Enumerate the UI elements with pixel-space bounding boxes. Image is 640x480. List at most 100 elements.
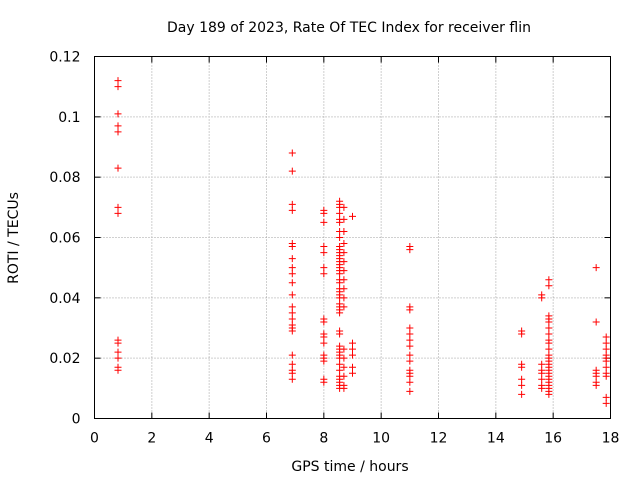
data-point bbox=[114, 348, 122, 356]
data-point bbox=[518, 390, 526, 398]
data-point bbox=[340, 372, 348, 380]
y-axis-label: ROTI / TECUs bbox=[6, 192, 22, 284]
data-point bbox=[340, 354, 348, 362]
data-point bbox=[545, 330, 553, 338]
data-point bbox=[349, 339, 356, 347]
data-point bbox=[336, 270, 344, 278]
data-point bbox=[406, 324, 414, 332]
data-point bbox=[288, 327, 296, 335]
data-point bbox=[288, 243, 296, 251]
data-point bbox=[288, 167, 296, 175]
data-point bbox=[538, 384, 546, 392]
data-point bbox=[602, 372, 610, 380]
data-point bbox=[406, 330, 414, 338]
data-point bbox=[545, 324, 553, 332]
data-point bbox=[406, 306, 414, 314]
data-point bbox=[340, 215, 348, 223]
data-point bbox=[114, 122, 122, 130]
data-point bbox=[406, 342, 414, 350]
data-point bbox=[114, 83, 122, 91]
y-tick-label: 0.02 bbox=[49, 351, 80, 367]
data-point bbox=[349, 345, 356, 353]
data-point bbox=[288, 303, 296, 311]
data-point bbox=[320, 264, 328, 272]
y-tick-labels: 0 0.02 0.04 0.06 0.08 0.1 0.12 bbox=[49, 50, 80, 428]
x-tick-labels: 0 2 4 6 8 10 12 14 16 18 bbox=[90, 431, 619, 447]
data-point bbox=[545, 276, 553, 284]
data-point bbox=[336, 309, 344, 317]
data-points bbox=[114, 77, 610, 407]
data-point bbox=[320, 249, 328, 257]
data-point bbox=[602, 339, 610, 347]
data-point bbox=[602, 345, 610, 353]
data-point bbox=[336, 234, 344, 241]
data-point bbox=[336, 366, 344, 374]
data-point bbox=[320, 209, 328, 217]
plot-frame bbox=[94, 56, 611, 419]
data-point bbox=[288, 206, 296, 214]
data-point bbox=[602, 363, 610, 371]
data-point bbox=[320, 270, 328, 278]
data-point bbox=[340, 240, 348, 248]
data-point bbox=[340, 258, 348, 266]
data-point bbox=[320, 333, 328, 341]
data-point bbox=[406, 357, 414, 365]
data-point bbox=[340, 294, 348, 302]
data-point bbox=[340, 249, 348, 257]
data-point bbox=[288, 309, 296, 317]
data-point bbox=[545, 345, 553, 353]
data-point bbox=[114, 128, 122, 136]
x-tick-label: 4 bbox=[205, 431, 214, 447]
data-point bbox=[602, 393, 610, 401]
x-tick-label: 16 bbox=[544, 431, 562, 447]
data-point bbox=[538, 369, 546, 377]
data-point bbox=[288, 264, 296, 272]
data-point bbox=[592, 318, 600, 326]
data-point bbox=[545, 282, 553, 290]
data-point bbox=[592, 372, 600, 380]
x-axis-label: GPS time / hours bbox=[291, 459, 408, 475]
data-point bbox=[538, 360, 546, 368]
y-tick-label: 0.06 bbox=[49, 231, 80, 247]
data-point bbox=[340, 363, 348, 371]
data-point bbox=[114, 209, 122, 217]
x-tick-label: 10 bbox=[372, 431, 390, 447]
data-point bbox=[320, 243, 328, 251]
data-point bbox=[114, 77, 122, 85]
data-point bbox=[340, 267, 348, 275]
data-point bbox=[288, 351, 296, 359]
x-tick-label: 2 bbox=[147, 431, 156, 447]
data-point bbox=[288, 200, 296, 208]
axis-ticks bbox=[94, 56, 611, 419]
data-point bbox=[288, 291, 296, 299]
data-point bbox=[406, 336, 414, 344]
data-point bbox=[406, 351, 414, 359]
data-point bbox=[406, 372, 414, 380]
data-point bbox=[336, 218, 344, 226]
data-point bbox=[336, 279, 344, 287]
data-point bbox=[406, 378, 414, 386]
data-point bbox=[349, 363, 356, 371]
x-tick-label: 8 bbox=[319, 431, 328, 447]
data-point bbox=[340, 303, 348, 311]
data-point bbox=[538, 375, 546, 383]
data-point bbox=[340, 203, 348, 211]
data-point bbox=[114, 203, 122, 211]
data-point bbox=[538, 294, 546, 302]
data-point bbox=[602, 399, 610, 407]
data-point bbox=[349, 212, 356, 220]
data-point bbox=[336, 330, 344, 338]
x-tick-label: 0 bbox=[90, 431, 99, 447]
data-point bbox=[592, 264, 600, 272]
data-point bbox=[592, 381, 600, 389]
data-point bbox=[320, 218, 328, 226]
data-point bbox=[349, 369, 356, 377]
data-point bbox=[340, 276, 348, 284]
data-point bbox=[114, 366, 122, 374]
data-point bbox=[336, 360, 344, 368]
data-point bbox=[518, 381, 526, 389]
data-point bbox=[406, 246, 414, 254]
y-tick-label: 0.1 bbox=[58, 110, 80, 126]
data-point bbox=[114, 164, 122, 172]
